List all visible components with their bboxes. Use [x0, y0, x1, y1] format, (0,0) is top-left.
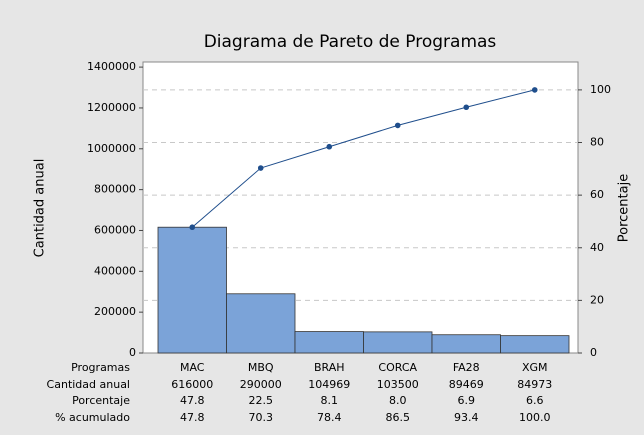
table-cell: BRAH [314, 361, 345, 374]
table-cell: 47.8 [180, 411, 205, 424]
table-cell: 89469 [449, 378, 484, 391]
table-cell: 84973 [517, 378, 552, 391]
table-cell: 93.4 [454, 411, 479, 424]
cumulative-point [189, 224, 196, 231]
y-axis-title: Cantidad anual [33, 159, 48, 258]
row-label: Cantidad anual [47, 378, 130, 391]
bar [500, 335, 570, 354]
y-tick-label: 0 [129, 346, 136, 359]
table-cell: 78.4 [317, 411, 342, 424]
cumulative-line [191, 89, 535, 228]
table-cell: FA28 [453, 361, 480, 374]
table-cell: 290000 [240, 378, 282, 391]
cumulative-point [326, 143, 333, 150]
y2-tick-label: 20 [590, 293, 604, 306]
cumulative-point [394, 122, 401, 129]
cumulative-point [463, 104, 470, 111]
y2-tick-label: 40 [590, 241, 604, 254]
y2-tick-label: 60 [590, 188, 604, 201]
y-tick-label: 1200000 [87, 101, 136, 114]
table-cell: 70.3 [249, 411, 274, 424]
y-tick-label: 600000 [94, 223, 136, 236]
y2-tick-label: 80 [590, 136, 604, 149]
row-label: % acumulado [55, 411, 130, 424]
bar [431, 334, 501, 354]
table-cell: MBQ [248, 361, 274, 374]
table-cell: CORCA [378, 361, 417, 374]
table-cell: 100.0 [519, 411, 551, 424]
table-cell: 6.9 [458, 394, 476, 407]
table-cell: 103500 [377, 378, 419, 391]
row-label: Programas [71, 361, 130, 374]
bar [363, 331, 433, 354]
row-label: Porcentaje [72, 394, 130, 407]
bar [226, 293, 296, 354]
table-cell: 47.8 [180, 394, 205, 407]
table-cell: 22.5 [249, 394, 274, 407]
table-cell: 6.6 [526, 394, 544, 407]
y-tick-label: 1000000 [87, 142, 136, 155]
table-cell: 616000 [171, 378, 213, 391]
table-cell: XGM [522, 361, 548, 374]
y-tick-label: 1400000 [87, 60, 136, 73]
y-tick-label: 400000 [94, 264, 136, 277]
bar [157, 226, 227, 354]
y2-tick-label: 0 [590, 346, 597, 359]
table-cell: 104969 [308, 378, 350, 391]
table-cell: 86.5 [386, 411, 411, 424]
cumulative-point [257, 165, 264, 171]
y-tick-label: 200000 [94, 305, 136, 318]
y2-axis-title: Porcentaje [617, 174, 632, 242]
table-cell: 8.1 [321, 394, 339, 407]
table-cell: MAC [180, 361, 205, 374]
bar [294, 331, 364, 354]
y2-tick-label: 100 [590, 83, 611, 96]
y-tick-label: 800000 [94, 183, 136, 196]
cumulative-point [531, 87, 538, 93]
chart-title: Diagrama de Pareto de Programas [204, 32, 497, 52]
table-cell: 8.0 [389, 394, 407, 407]
